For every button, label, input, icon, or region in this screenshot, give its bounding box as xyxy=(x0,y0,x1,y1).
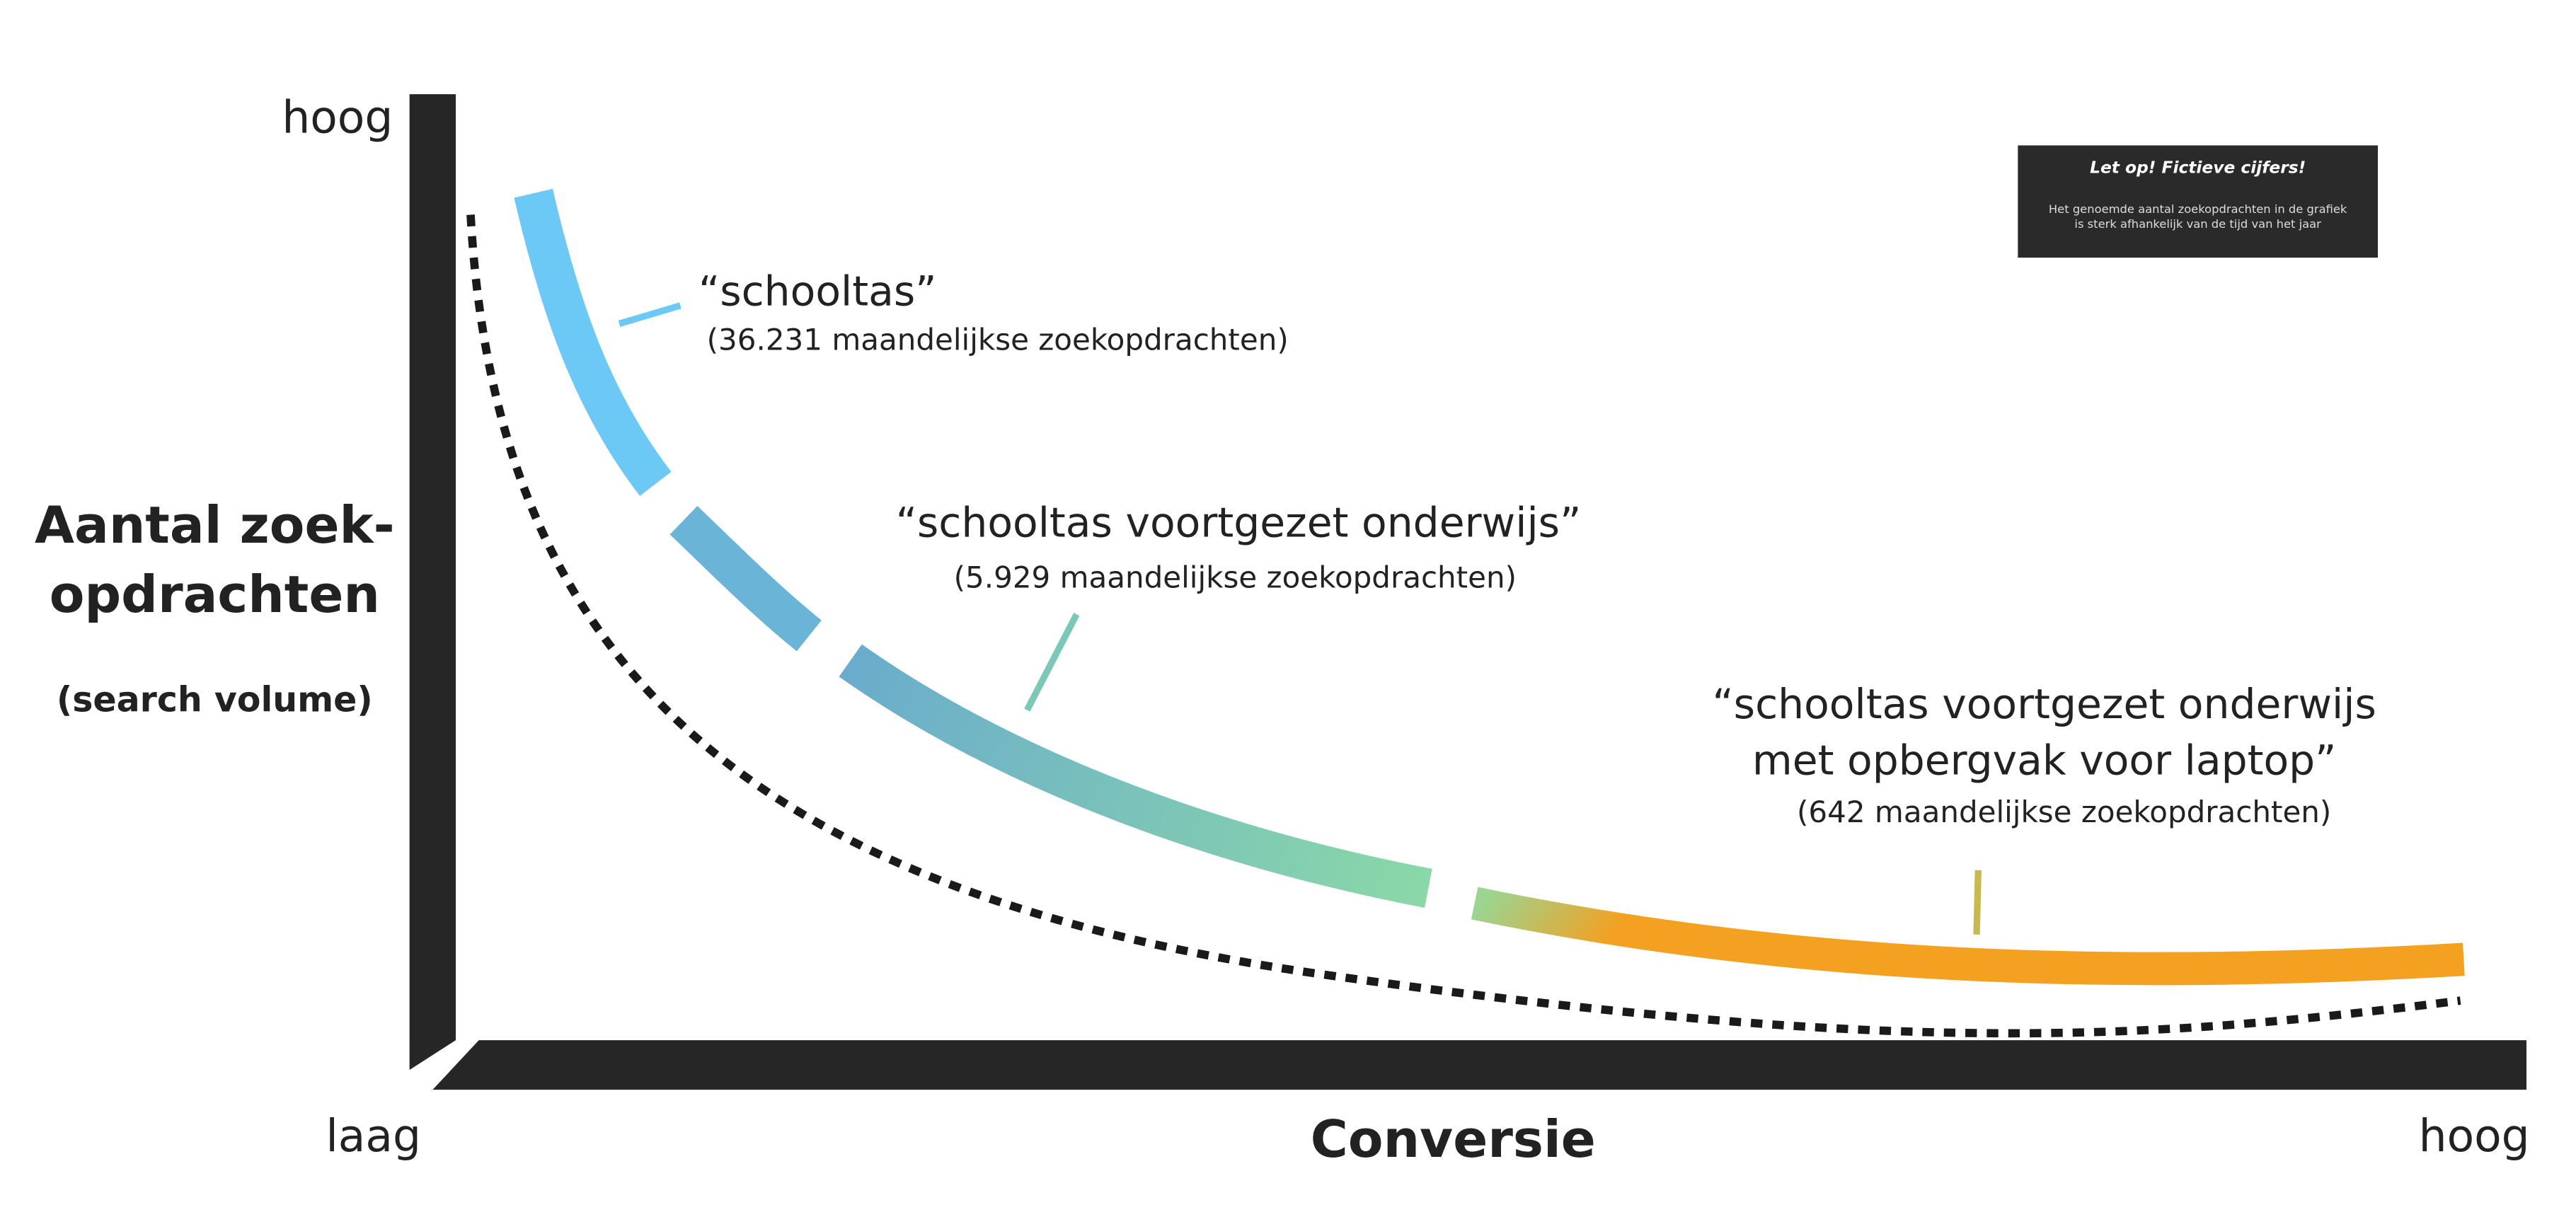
keyword-volume: (36.231 maandelijkse zoekopdrachten) xyxy=(707,323,1289,357)
curve-segment xyxy=(669,505,822,652)
y-axis-subtitle: (search volume) xyxy=(57,679,373,720)
note-title: Let op! Fictieve cijfers! xyxy=(2090,158,2306,178)
callout-line xyxy=(618,302,682,327)
x-axis-title: Conversie xyxy=(1311,1110,1596,1170)
curve-segment xyxy=(514,188,672,496)
x-low-label: laag xyxy=(326,1110,421,1162)
x-axis-bar xyxy=(432,1040,2527,1090)
keyword-label: “schooltas voortgezet onderwijs xyxy=(1712,680,2376,728)
keyword-label: “schooltas voortgezet onderwijs” xyxy=(896,498,1582,546)
curve-segment xyxy=(1471,887,2465,986)
callout-line xyxy=(1973,870,1982,935)
x-high-label: hoog xyxy=(2419,1110,2530,1162)
keyword-volume: (5.929 maandelijkse zoekopdrachten) xyxy=(954,560,1517,595)
note-text: Het genoemde aantal zoekopdrachten in de… xyxy=(2049,202,2347,216)
callout-line xyxy=(1024,613,1080,712)
note-box xyxy=(2018,145,2378,258)
note-text: is sterk afhankelijk van de tijd van het… xyxy=(2074,217,2321,231)
curve-segment xyxy=(839,644,1432,908)
keyword-label: met opbergvak voor laptop” xyxy=(1752,736,2336,784)
y-axis-bar xyxy=(409,94,456,1071)
keyword-label: “schooltas” xyxy=(698,267,936,316)
dotted-curve xyxy=(466,214,2461,1038)
keyword-volume: (642 maandelijkse zoekopdrachten) xyxy=(1797,795,2331,829)
y-high-label: hoog xyxy=(282,92,393,144)
y-axis-title: Aantal zoek- xyxy=(35,496,395,555)
y-axis-title: opdrachten xyxy=(50,565,380,625)
